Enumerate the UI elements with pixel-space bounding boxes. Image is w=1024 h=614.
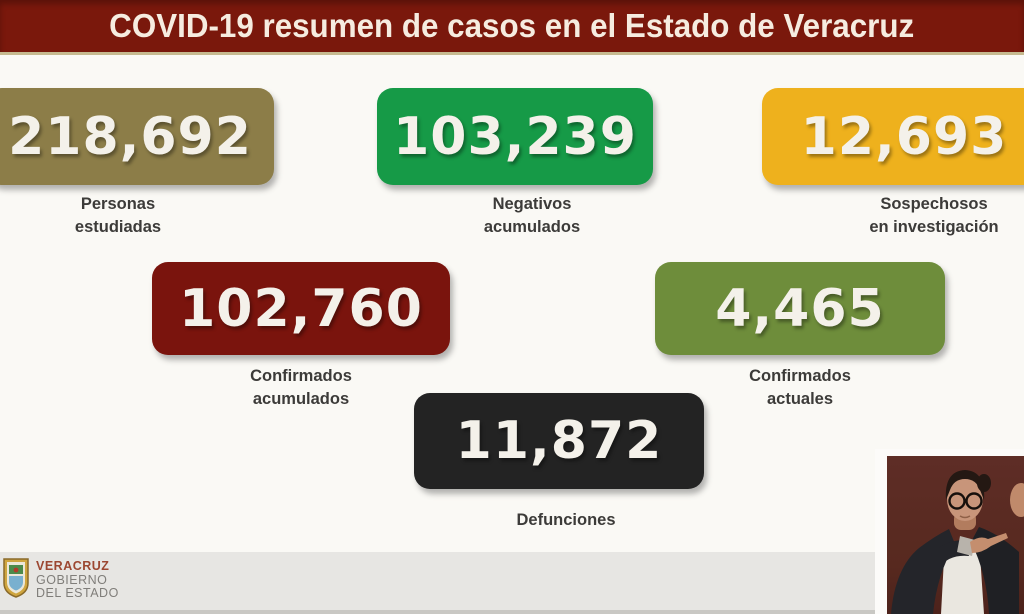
stat-label-line: acumulados bbox=[252, 390, 350, 408]
sign-language-interpreter-video bbox=[887, 456, 1024, 614]
video-frame bbox=[875, 449, 1024, 614]
stat-label-confirmados-actuales: Confirmados actuales bbox=[690, 365, 910, 411]
logo-line-gobierno: GOBIERNO bbox=[36, 572, 108, 587]
footer-strip bbox=[0, 552, 1024, 614]
stat-value-personas-estudiadas: 218,692 bbox=[8, 106, 252, 167]
stat-box-confirmados-actuales: 4,465 bbox=[655, 262, 945, 355]
page-title: COVID-19 resumen de casos en el Estado d… bbox=[109, 7, 915, 44]
stat-label-confirmados-acumulados: Confirmados acumulados bbox=[191, 365, 411, 411]
logo-line-del-estado: DEL ESTADO bbox=[36, 586, 119, 600]
stat-label-line: Sospechosos bbox=[880, 195, 988, 213]
stat-label-defunciones: Defunciones bbox=[456, 509, 676, 532]
stat-label-line: Negativos bbox=[492, 195, 572, 213]
stat-label-line: Personas bbox=[80, 195, 156, 213]
stat-label-line: Confirmados bbox=[749, 367, 851, 385]
stat-box-negativos-acumulados: 103,239 bbox=[377, 88, 653, 185]
stat-box-defunciones: 11,872 bbox=[414, 393, 704, 489]
stat-label-line: estudiadas bbox=[74, 218, 162, 236]
stat-label-sospechosos: Sospechosos en investigación bbox=[824, 193, 1024, 239]
logo-text: VERACRUZ GOBIERNO DEL ESTADO bbox=[36, 557, 119, 601]
stat-label-line: actuales bbox=[766, 390, 834, 408]
state-government-logo: VERACRUZ GOBIERNO DEL ESTADO bbox=[2, 557, 119, 601]
stat-value-sospechosos: 12,693 bbox=[800, 106, 1008, 167]
veracruz-coat-of-arms-icon bbox=[2, 557, 30, 599]
stat-value-confirmados-acumulados: 102,760 bbox=[179, 278, 423, 339]
stat-box-confirmados-acumulados: 102,760 bbox=[152, 262, 450, 355]
stat-value-negativos-acumulados: 103,239 bbox=[393, 106, 637, 167]
stat-value-confirmados-actuales: 4,465 bbox=[715, 278, 885, 339]
title-bar: COVID-19 resumen de casos en el Estado d… bbox=[0, 0, 1024, 55]
stat-label-line: Confirmados bbox=[250, 367, 352, 385]
stat-label-line: Defunciones bbox=[516, 511, 616, 529]
interpreter-figure bbox=[891, 470, 1024, 614]
stat-label-line: acumulados bbox=[483, 218, 581, 236]
stat-box-sospechosos: 12,693 bbox=[762, 88, 1024, 185]
stat-value-defunciones: 11,872 bbox=[455, 411, 663, 471]
stat-box-personas-estudiadas: 218,692 bbox=[0, 88, 274, 185]
stat-label-line: en investigación bbox=[869, 218, 999, 236]
stat-label-personas-estudiadas: Personas estudiadas bbox=[8, 193, 228, 239]
stat-label-negativos-acumulados: Negativos acumulados bbox=[422, 193, 642, 239]
logo-org-name: VERACRUZ bbox=[36, 559, 110, 573]
